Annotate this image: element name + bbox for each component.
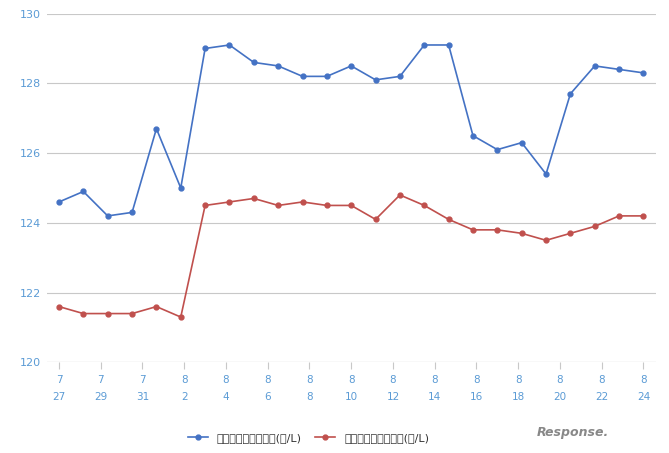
レギュラー実売価格(円/L) — [201, 203, 209, 208]
レギュラー看板価格(円/L) — [128, 210, 136, 215]
レギュラー看板価格(円/L) — [55, 199, 63, 205]
Text: Response.: Response. — [537, 426, 609, 439]
レギュラー実売価格(円/L) — [104, 311, 112, 316]
レギュラー実売価格(円/L) — [274, 203, 282, 208]
レギュラー看板価格(円/L) — [420, 42, 428, 48]
レギュラー看板価格(円/L) — [469, 133, 477, 139]
レギュラー看板価格(円/L) — [591, 63, 599, 69]
Text: 8: 8 — [640, 375, 647, 385]
Text: 4: 4 — [223, 392, 229, 402]
Text: 7: 7 — [56, 375, 62, 385]
Text: 7: 7 — [98, 375, 104, 385]
Text: 31: 31 — [136, 392, 149, 402]
Text: 8: 8 — [264, 375, 271, 385]
レギュラー看板価格(円/L) — [177, 185, 185, 191]
レギュラー看板価格(円/L) — [153, 126, 161, 131]
Line: レギュラー看板価格(円/L): レギュラー看板価格(円/L) — [57, 43, 646, 218]
Text: 8: 8 — [473, 375, 480, 385]
レギュラー看板価格(円/L) — [493, 147, 501, 152]
レギュラー実売価格(円/L) — [225, 199, 233, 205]
Text: 8: 8 — [348, 375, 355, 385]
Text: 20: 20 — [553, 392, 567, 402]
Text: 8: 8 — [223, 375, 229, 385]
レギュラー看板価格(円/L) — [396, 74, 404, 79]
レギュラー実売価格(円/L) — [298, 199, 306, 205]
レギュラー実売価格(円/L) — [591, 224, 599, 229]
レギュラー実売価格(円/L) — [640, 213, 648, 219]
レギュラー看板価格(円/L) — [201, 46, 209, 51]
Text: 8: 8 — [306, 392, 313, 402]
レギュラー実売価格(円/L) — [323, 203, 331, 208]
レギュラー実売価格(円/L) — [615, 213, 623, 219]
Text: 14: 14 — [428, 392, 442, 402]
レギュラー実売価格(円/L) — [80, 311, 88, 316]
レギュラー実売価格(円/L) — [420, 203, 428, 208]
レギュラー実売価格(円/L) — [445, 217, 453, 222]
レギュラー実売価格(円/L) — [347, 203, 355, 208]
レギュラー看板価格(円/L) — [274, 63, 282, 69]
レギュラー実売価格(円/L) — [371, 217, 379, 222]
Text: 10: 10 — [345, 392, 358, 402]
Text: 8: 8 — [598, 375, 605, 385]
Line: レギュラー実売価格(円/L): レギュラー実売価格(円/L) — [57, 193, 646, 319]
Text: 27: 27 — [52, 392, 66, 402]
レギュラー看板価格(円/L) — [347, 63, 355, 69]
レギュラー実売価格(円/L) — [469, 227, 477, 232]
レギュラー看板価格(円/L) — [104, 213, 112, 219]
レギュラー看板価格(円/L) — [298, 74, 306, 79]
Text: 16: 16 — [470, 392, 483, 402]
Text: 18: 18 — [512, 392, 525, 402]
Text: 2: 2 — [181, 392, 187, 402]
Text: 7: 7 — [139, 375, 146, 385]
レギュラー実売価格(円/L) — [396, 192, 404, 198]
レギュラー看板価格(円/L) — [445, 42, 453, 48]
レギュラー看板価格(円/L) — [225, 42, 233, 48]
Text: 8: 8 — [432, 375, 438, 385]
レギュラー看板価格(円/L) — [542, 171, 550, 177]
Text: 8: 8 — [389, 375, 396, 385]
Text: 24: 24 — [637, 392, 650, 402]
Legend: レギュラー看板価格(円/L), レギュラー実売価格(円/L): レギュラー看板価格(円/L), レギュラー実売価格(円/L) — [183, 429, 434, 448]
レギュラー実売価格(円/L) — [567, 231, 575, 236]
レギュラー実売価格(円/L) — [128, 311, 136, 316]
レギュラー看板価格(円/L) — [518, 140, 526, 145]
レギュラー看板価格(円/L) — [250, 60, 258, 65]
レギュラー看板価格(円/L) — [615, 67, 623, 72]
Text: 22: 22 — [595, 392, 608, 402]
レギュラー看板価格(円/L) — [640, 70, 648, 76]
レギュラー看板価格(円/L) — [80, 189, 88, 194]
レギュラー実売価格(円/L) — [55, 304, 63, 309]
Text: 8: 8 — [557, 375, 563, 385]
Text: 29: 29 — [94, 392, 108, 402]
Text: 8: 8 — [306, 375, 313, 385]
レギュラー実売価格(円/L) — [518, 231, 526, 236]
レギュラー実売価格(円/L) — [153, 304, 161, 309]
レギュラー実売価格(円/L) — [542, 238, 550, 243]
レギュラー実売価格(円/L) — [250, 196, 258, 201]
レギュラー看板価格(円/L) — [323, 74, 331, 79]
レギュラー看板価格(円/L) — [567, 91, 575, 96]
レギュラー看板価格(円/L) — [371, 77, 379, 82]
Text: 8: 8 — [181, 375, 187, 385]
Text: 12: 12 — [386, 392, 399, 402]
レギュラー実売価格(円/L) — [493, 227, 501, 232]
レギュラー実売価格(円/L) — [177, 314, 185, 320]
Text: 8: 8 — [515, 375, 522, 385]
Text: 6: 6 — [264, 392, 271, 402]
